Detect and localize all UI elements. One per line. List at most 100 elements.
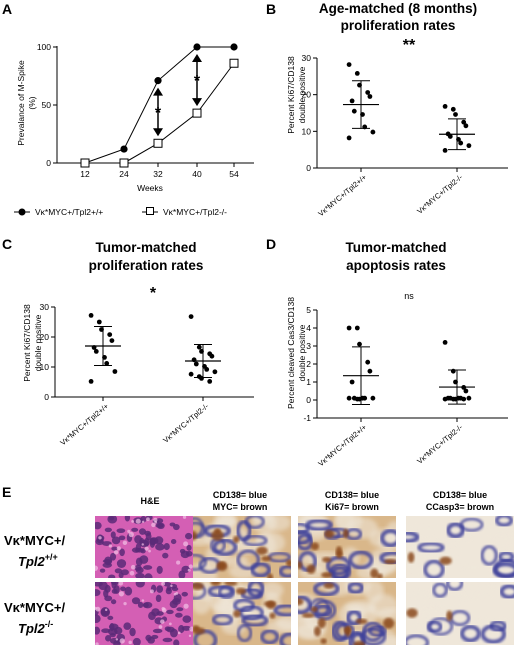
- histology-nucleus: [116, 528, 126, 534]
- histology-cytoplasm: [148, 549, 151, 553]
- chart-a-ytick-label: 0: [46, 158, 51, 168]
- histology-nucleus: [170, 628, 178, 638]
- histology-cytoplasm: [182, 516, 187, 519]
- histology-brown-nucleus: [310, 606, 318, 613]
- histology-membrane: [278, 564, 291, 578]
- histology-texture: [95, 516, 193, 578]
- histology-nucleus: [95, 626, 101, 635]
- histology-nucleus: [181, 625, 192, 631]
- histology-cytoplasm: [113, 550, 119, 555]
- chart-a-xtick-label: 32: [153, 169, 163, 179]
- histology-row-2-sup: -/-: [45, 619, 54, 629]
- histology-nucleus: [152, 628, 163, 634]
- histology-membrane: [480, 545, 498, 566]
- histology-brown-nucleus: [224, 582, 238, 586]
- chart-d-ytick-label: 3: [306, 341, 311, 351]
- histology-cytoplasm: [95, 606, 97, 611]
- histology-row-1-gene: Tpl2: [18, 554, 45, 569]
- chart-c-point: [96, 319, 102, 325]
- histology-brown-nucleus: [407, 551, 415, 563]
- histology-image: [95, 516, 193, 578]
- histology-nucleus: [131, 527, 139, 532]
- histology-brown-nucleus: [261, 555, 272, 562]
- chart-a-legend: Vκ*MYC+/Tpl2+/+ Vκ*MYC+/Tpl2-/-: [14, 207, 227, 217]
- chart-b-point: [466, 143, 472, 149]
- histology-image: [193, 516, 291, 578]
- chart-b-point: [453, 112, 458, 117]
- histology-brown-nucleus: [343, 626, 352, 634]
- histology-membrane: [446, 522, 466, 539]
- histology-nucleus: [149, 538, 156, 548]
- histology-nucleus: [135, 572, 145, 578]
- histology-nucleus: [111, 588, 118, 594]
- chart-a-xtick-label: 40: [192, 169, 202, 179]
- histology-membrane: [494, 516, 514, 527]
- histology-brown-nucleus: [406, 608, 418, 618]
- histology-membrane: [193, 629, 218, 645]
- chart-a-xtick-label: 12: [80, 169, 90, 179]
- chart-a-point: [229, 58, 239, 68]
- histology-row-1-sup: +/+: [45, 552, 58, 562]
- histology-nucleus: [110, 531, 116, 539]
- chart-c-point: [88, 313, 94, 318]
- chart-d-point: [357, 341, 362, 347]
- histology-membrane: [499, 584, 514, 600]
- histology-brown-nucleus: [314, 626, 321, 637]
- histology-nucleus: [99, 568, 106, 573]
- panel-d-title-line2: apoptosis rates: [346, 258, 446, 273]
- histology-nucleus: [144, 530, 151, 536]
- histology-texture: [95, 582, 193, 645]
- histology-cytoplasm: [122, 540, 128, 546]
- histology-membrane: [459, 517, 484, 532]
- histology-brown-nucleus: [216, 561, 228, 572]
- histology-col-4-line1: CD138= blue: [433, 490, 487, 500]
- chart-b-point: [370, 129, 376, 135]
- histology-membrane: [348, 550, 374, 570]
- chart-b-point: [461, 119, 467, 125]
- histology-panel: H&E CD138= blue MYC= brown CD138= blue K…: [4, 490, 514, 645]
- histology-nucleus: [134, 548, 145, 553]
- chart-d-category-label: Vκ*MYC+/Tpl2+/+: [316, 422, 368, 468]
- histology-nucleus: [178, 570, 186, 578]
- chart-d-point: [349, 379, 355, 385]
- histology-col-3-line2: Ki67= brown: [325, 502, 379, 512]
- chart-c-ytick-label: 10: [40, 362, 50, 372]
- histology-membrane: [242, 534, 268, 547]
- histology-nucleus: [181, 591, 188, 597]
- histology-membrane: [368, 624, 387, 638]
- histology-nucleus: [176, 607, 184, 612]
- chart-c-ytick-label: 30: [40, 302, 50, 312]
- histology-nucleus: [185, 550, 193, 557]
- histology-nucleus: [135, 582, 145, 588]
- chart-d-ylabel-line1: Percent cleaved Cas3/CD138: [286, 297, 296, 409]
- histology-cytoplasm: [118, 591, 125, 597]
- panel-b-title-line1: Age-matched (8 months): [319, 1, 477, 16]
- histology-membrane: [218, 584, 235, 600]
- histology-membrane: [212, 538, 238, 557]
- histology-col-4-line2: CCasp3= brown: [426, 502, 494, 512]
- histology-nucleus: [107, 615, 114, 620]
- chart-c-point: [207, 379, 213, 384]
- chart-a-arrow-head: [192, 98, 202, 107]
- histology-membrane: [236, 624, 253, 643]
- histology-brown-nucleus: [355, 618, 368, 625]
- chart-b-point: [442, 148, 448, 153]
- histology-cytoplasm: [127, 529, 131, 533]
- histology-brown-nucleus: [335, 550, 343, 559]
- histology-image: [193, 582, 291, 645]
- histology-nucleus: [114, 568, 123, 574]
- histology-cytoplasm: [104, 608, 108, 612]
- histology-nucleus: [104, 595, 113, 602]
- chart-d-category-label: Vκ*MYC+/Tpl2-/-: [415, 422, 464, 466]
- histology-nucleus: [108, 574, 116, 578]
- histology-nucleus: [162, 637, 173, 643]
- histology-nucleus: [95, 614, 101, 623]
- chart-c-point: [112, 369, 118, 374]
- histology-nucleus: [173, 524, 180, 531]
- histology-nucleus: [139, 539, 149, 548]
- histology-cytoplasm: [146, 517, 150, 522]
- chart-a-xlabel: Weeks: [137, 183, 163, 193]
- histology-membrane: [380, 528, 396, 548]
- histology-brown-nucleus: [269, 612, 276, 619]
